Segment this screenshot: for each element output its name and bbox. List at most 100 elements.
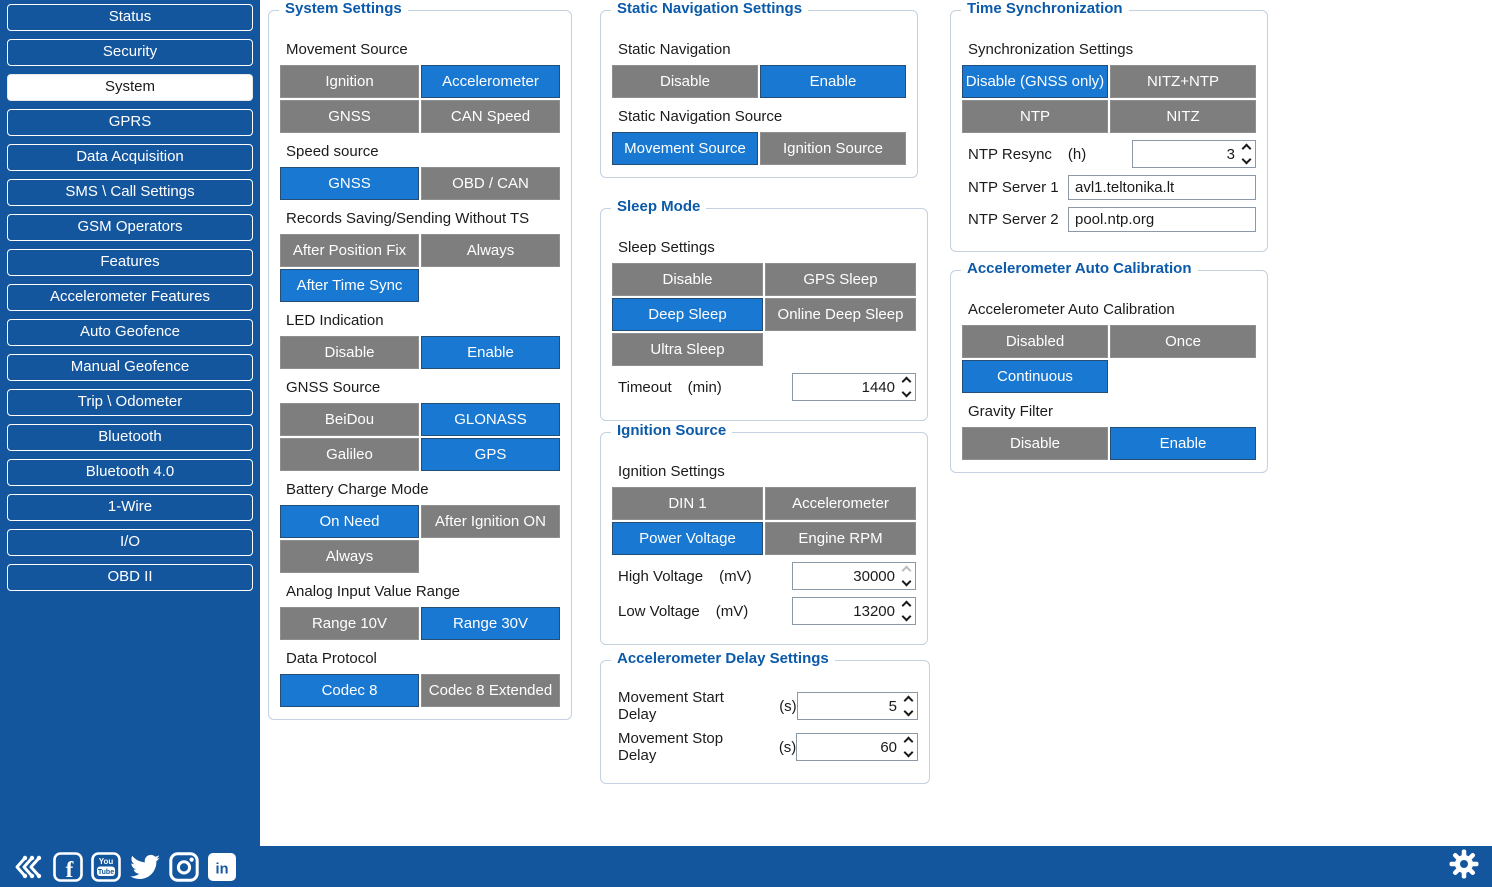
group-ignition-source: Ignition Source Ignition Settings DIN 1 … — [600, 422, 928, 645]
records-after-position-fix-button[interactable]: After Position Fix — [280, 234, 419, 267]
static-nav-disable-button[interactable]: Disable — [612, 65, 758, 98]
movement-source-can-speed-button[interactable]: CAN Speed — [421, 100, 560, 133]
battery-on-need-button[interactable]: On Need — [280, 505, 419, 538]
movement-source-ignition-button[interactable]: Ignition — [280, 65, 419, 98]
gravity-disable-button[interactable]: Disable — [962, 427, 1108, 460]
records-after-time-sync-button[interactable]: After Time Sync — [280, 269, 419, 302]
sidebar-item-bluetooth-4[interactable]: Bluetooth 4.0 — [7, 459, 253, 486]
sidebar-item-manual-geofence[interactable]: Manual Geofence — [7, 354, 253, 381]
codec-8-button[interactable]: Codec 8 — [280, 674, 419, 707]
gnss-beidou-button[interactable]: BeiDou — [280, 403, 419, 436]
static-nav-ignition-source-button[interactable]: Ignition Source — [760, 132, 906, 165]
led-disable-button[interactable]: Disable — [280, 336, 419, 369]
youtube-icon[interactable]: You Tube — [91, 851, 121, 882]
gps-sleep-button[interactable]: GPS Sleep — [765, 263, 916, 296]
sleep-disable-button[interactable]: Disable — [612, 263, 763, 296]
gnss-glonass-button[interactable]: GLONASS — [421, 403, 560, 436]
sync-disable-gnss-only-button[interactable]: Disable (GNSS only) — [962, 65, 1108, 98]
power-voltage-button[interactable]: Power Voltage — [612, 522, 763, 555]
engine-rpm-button[interactable]: Engine RPM — [765, 522, 916, 555]
sidebar-item-obd-ii[interactable]: OBD II — [7, 564, 253, 591]
movement-source-accelerometer-button[interactable]: Accelerometer — [421, 65, 560, 98]
calibration-continuous-button[interactable]: Continuous — [962, 360, 1108, 393]
gravity-enable-button[interactable]: Enable — [1110, 427, 1256, 460]
timeout-spinner[interactable] — [899, 373, 913, 401]
low-voltage-input[interactable] — [792, 597, 916, 625]
codec-8-extended-button[interactable]: Codec 8 Extended — [421, 674, 560, 707]
sync-nitz-ntp-button[interactable]: NITZ+NTP — [1110, 65, 1256, 98]
spinner-up-icon[interactable] — [901, 376, 911, 387]
sidebar-item-status[interactable]: Status — [7, 4, 253, 31]
twitter-icon[interactable] — [129, 852, 161, 882]
spinner-up-icon[interactable] — [901, 600, 911, 611]
settings-gear-icon[interactable] — [1448, 848, 1480, 885]
sidebar-item-gsm-operators[interactable]: GSM Operators — [7, 214, 253, 241]
battery-always-button[interactable]: Always — [280, 540, 419, 573]
sidebar-item-bluetooth[interactable]: Bluetooth — [7, 424, 253, 451]
movement-source-gnss-button[interactable]: GNSS — [280, 100, 419, 133]
back-collapse-icon[interactable] — [12, 851, 45, 883]
spinner-up-icon[interactable] — [1241, 143, 1251, 154]
movement-start-delay-input[interactable] — [796, 692, 918, 720]
calibration-once-button[interactable]: Once — [1110, 325, 1256, 358]
linkedin-icon[interactable]: in — [207, 852, 237, 882]
movement-stop-delay-input[interactable] — [796, 733, 918, 761]
spinner-down-icon[interactable] — [903, 706, 913, 717]
gnss-gps-button[interactable]: GPS — [421, 438, 560, 471]
sidebar-item-system[interactable]: System — [7, 74, 253, 101]
spinner-up-icon[interactable] — [901, 565, 911, 576]
high-voltage-input[interactable] — [792, 562, 916, 590]
sidebar-item-trip-odometer[interactable]: Trip \ Odometer — [7, 389, 253, 416]
sidebar-item-features[interactable]: Features — [7, 249, 253, 276]
sidebar-item-1-wire[interactable]: 1-Wire — [7, 494, 253, 521]
sidebar-item-auto-geofence[interactable]: Auto Geofence — [7, 319, 253, 346]
movement-start-delay-label: Movement Start Delay — [618, 689, 724, 723]
ntp-server1-input[interactable] — [1068, 175, 1256, 200]
range-10v-button[interactable]: Range 10V — [280, 607, 419, 640]
din1-button[interactable]: DIN 1 — [612, 487, 763, 520]
spinner-up-icon[interactable] — [903, 736, 913, 747]
instagram-icon[interactable] — [169, 851, 199, 882]
low-voltage-spinner[interactable] — [899, 597, 913, 625]
sidebar-item-data-acquisition[interactable]: Data Acquisition — [7, 144, 253, 171]
ntp-server1-label: NTP Server 1 — [968, 179, 1059, 196]
movement-stop-delay-spinner[interactable] — [901, 733, 915, 761]
sync-nitz-button[interactable]: NITZ — [1110, 100, 1256, 133]
online-deep-sleep-button[interactable]: Online Deep Sleep — [765, 298, 916, 331]
ntp-resync-input[interactable] — [1132, 140, 1256, 168]
spinner-down-icon[interactable] — [1241, 154, 1251, 165]
sidebar-item-io[interactable]: I/O — [7, 529, 253, 556]
ntp-resync-spinner[interactable] — [1239, 140, 1253, 168]
ultra-sleep-button[interactable]: Ultra Sleep — [612, 333, 763, 366]
calibration-disabled-button[interactable]: Disabled — [962, 325, 1108, 358]
spinner-down-icon[interactable] — [901, 387, 911, 398]
facebook-icon[interactable]: f — [53, 851, 83, 882]
led-enable-button[interactable]: Enable — [421, 336, 560, 369]
ignition-accelerometer-button[interactable]: Accelerometer — [765, 487, 916, 520]
spinner-down-icon[interactable] — [903, 747, 913, 758]
records-always-button[interactable]: Always — [421, 234, 560, 267]
group-time-synchronization: Time Synchronization Synchronization Set… — [950, 0, 1268, 252]
static-nav-enable-button[interactable]: Enable — [760, 65, 906, 98]
deep-sleep-button[interactable]: Deep Sleep — [612, 298, 763, 331]
high-voltage-spinner[interactable] — [899, 562, 913, 590]
movement-start-delay-spinner[interactable] — [901, 692, 915, 720]
battery-after-ignition-on-button[interactable]: After Ignition ON — [421, 505, 560, 538]
range-30v-button[interactable]: Range 30V — [421, 607, 560, 640]
speed-source-obd-can-button[interactable]: OBD / CAN — [421, 167, 560, 200]
gnss-galileo-button[interactable]: Galileo — [280, 438, 419, 471]
spinner-down-icon[interactable] — [901, 576, 911, 587]
static-nav-movement-source-button[interactable]: Movement Source — [612, 132, 758, 165]
sidebar-item-sms-call-settings[interactable]: SMS \ Call Settings — [7, 179, 253, 206]
spinner-down-icon[interactable] — [901, 611, 911, 622]
sync-ntp-button[interactable]: NTP — [962, 100, 1108, 133]
ntp-server1-row: NTP Server 1 — [968, 175, 1256, 200]
ntp-server2-input[interactable] — [1068, 207, 1256, 232]
sidebar-item-security[interactable]: Security — [7, 39, 253, 66]
spinner-up-icon[interactable] — [903, 695, 913, 706]
sidebar-item-accelerometer-features[interactable]: Accelerometer Features — [7, 284, 253, 311]
timeout-input[interactable] — [792, 373, 916, 401]
speed-source-gnss-button[interactable]: GNSS — [280, 167, 419, 200]
sidebar-item-gprs[interactable]: GPRS — [7, 109, 253, 136]
movement-source-label: Movement Source — [286, 41, 408, 58]
